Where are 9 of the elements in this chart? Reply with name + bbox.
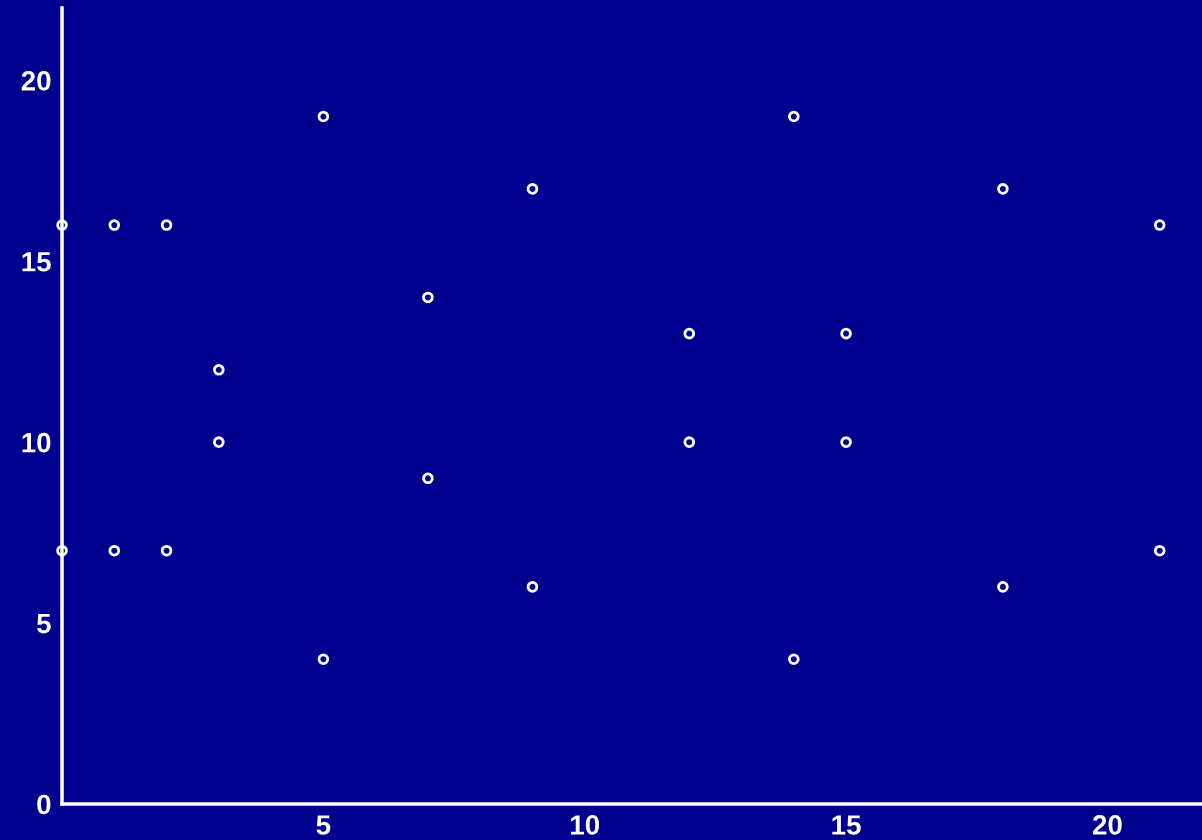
y-tick-label: 15 [22,252,51,272]
y-tick-label: 10 [22,432,51,453]
x-tick-label: 15 [832,815,861,835]
y-tick-label: 0 [37,794,51,815]
x-tick-label: 20 [1092,815,1122,835]
y-tick-label: 5 [37,614,51,634]
y-tick-label: 20 [21,71,51,91]
x-tick-label: 10 [571,815,600,835]
x-tick-label: 5 [316,815,331,835]
